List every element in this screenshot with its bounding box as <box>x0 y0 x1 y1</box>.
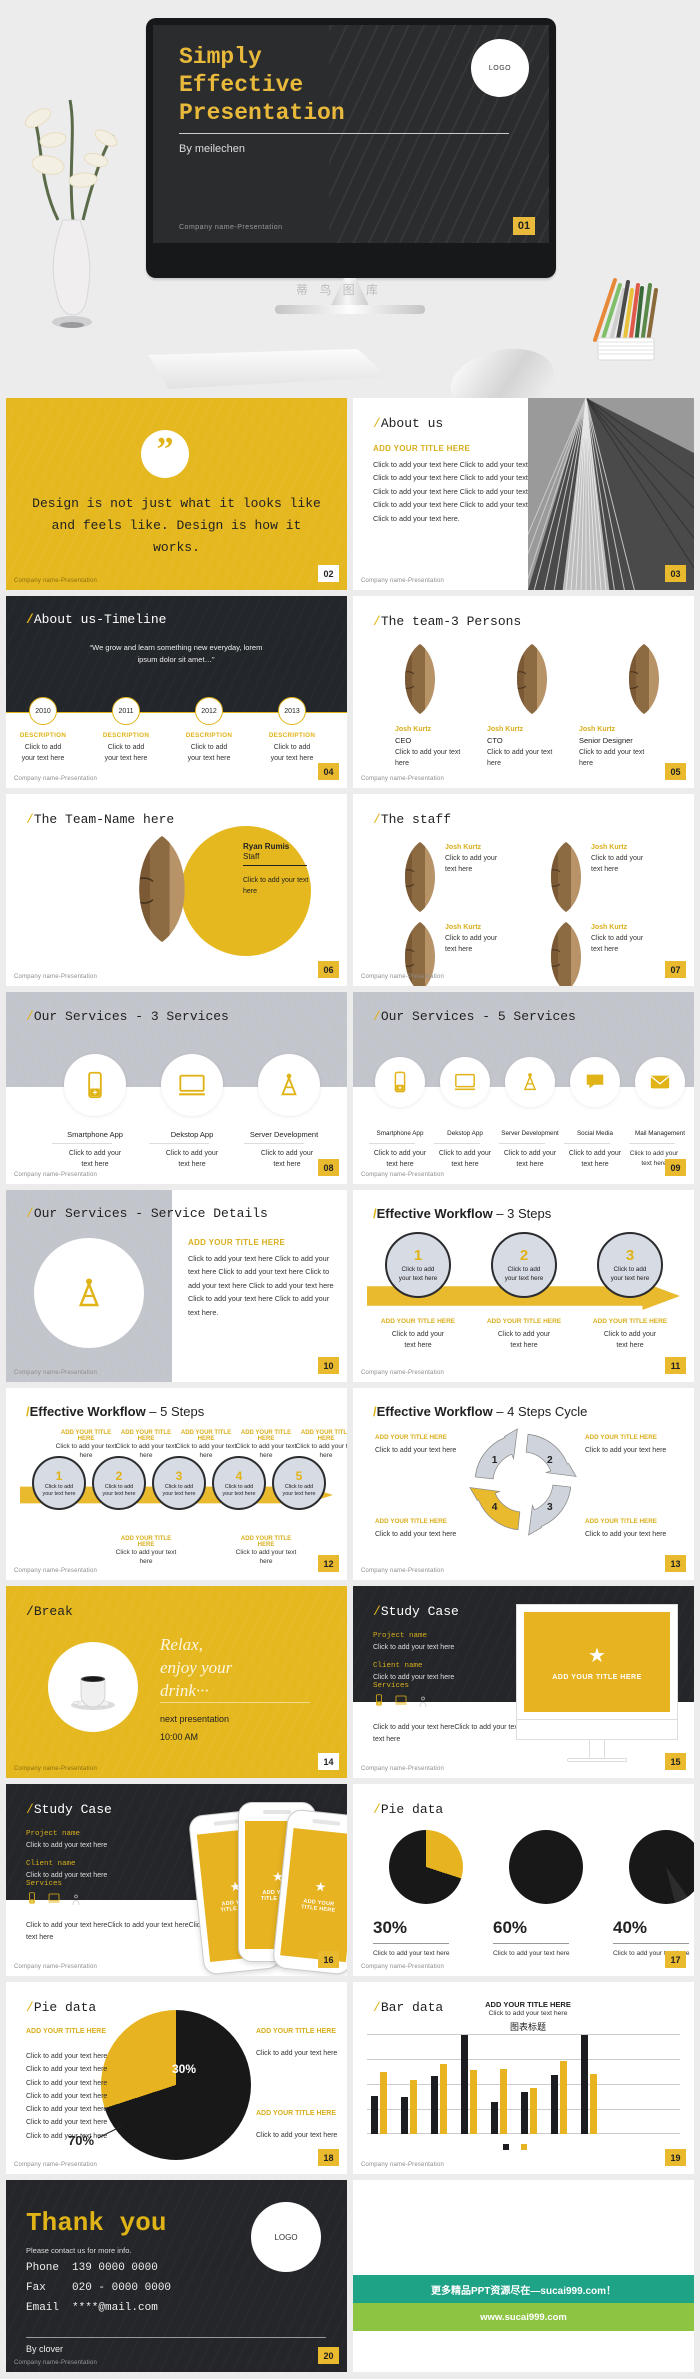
svg-text:4: 4 <box>492 1502 498 1513</box>
svg-text:1: 1 <box>492 1455 498 1466</box>
svg-text:2: 2 <box>547 1455 553 1466</box>
svg-text:3: 3 <box>547 1502 553 1513</box>
